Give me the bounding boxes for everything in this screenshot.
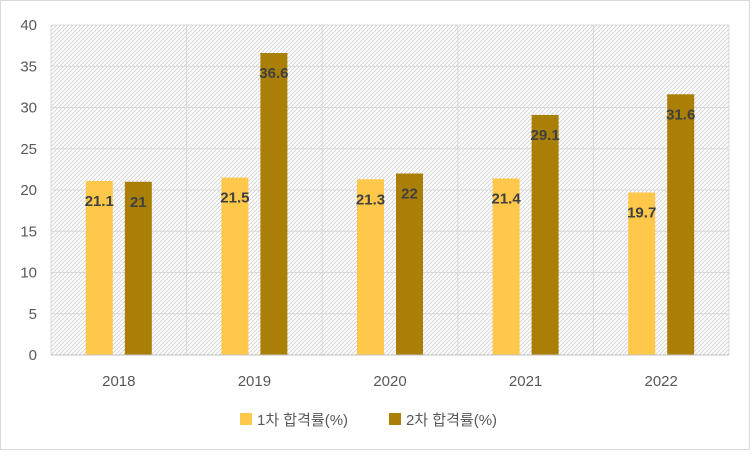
bar-series-2-2018 — [124, 181, 152, 355]
bar-series-1-2021 — [492, 178, 520, 355]
data-label: 21.1 — [85, 193, 114, 210]
bar-series-1-2019 — [221, 177, 249, 355]
plot-area — [50, 24, 730, 356]
data-label: 36.6 — [259, 65, 288, 82]
legend-label: 2차 합격률(%) — [406, 412, 497, 429]
legend-swatch — [389, 413, 401, 425]
bar-series-2-2019 — [260, 53, 288, 356]
y-tick-label: 20 — [20, 182, 37, 199]
y-tick-label: 0 — [29, 347, 37, 364]
data-label: 21 — [130, 194, 147, 211]
bar-series-2-2020 — [396, 173, 423, 355]
y-tick-label: 25 — [20, 141, 37, 158]
x-tick-label: 2020 — [373, 373, 406, 390]
bar-series-1-2018 — [85, 180, 113, 355]
axes: 0 5 10 15 20 25 30 35 40 2018 2019 2020 2021 2022 — [20, 17, 729, 390]
data-label: 22 — [401, 186, 418, 203]
data-label: 29.1 — [530, 127, 559, 144]
y-tick-label: 30 — [20, 100, 37, 117]
legend: 1차 합격률(%) 2차 합격률(%) — [240, 412, 497, 429]
bar-series-2-2022 — [667, 94, 695, 356]
x-tick-label: 2022 — [645, 373, 678, 390]
y-tick-label: 5 — [29, 306, 37, 323]
data-label: 19.7 — [627, 204, 656, 221]
data-labels: 21.1 21 21.5 36.6 21.3 22 21.4 29.1 19.7 31.6 — [85, 65, 696, 221]
data-label: 21.4 — [491, 190, 521, 207]
y-tick-label: 10 — [20, 265, 37, 282]
y-tick-label: 35 — [20, 58, 37, 75]
bar-series-2-2021 — [531, 114, 559, 355]
x-tick-label: 2018 — [102, 373, 135, 390]
y-tick-label: 15 — [20, 223, 37, 240]
bar-series-1-2022 — [628, 192, 656, 355]
x-tick-label: 2021 — [509, 373, 542, 390]
x-tick-label: 2019 — [238, 373, 271, 390]
data-label: 31.6 — [666, 106, 695, 123]
legend-label: 1차 합격률(%) — [257, 412, 348, 429]
y-tick-label: 40 — [20, 17, 37, 34]
data-label: 21.5 — [220, 190, 249, 207]
bar-series-1-2020 — [357, 179, 384, 355]
legend-swatch — [240, 413, 252, 425]
bar-marks — [85, 53, 695, 356]
data-label: 21.3 — [356, 191, 385, 208]
